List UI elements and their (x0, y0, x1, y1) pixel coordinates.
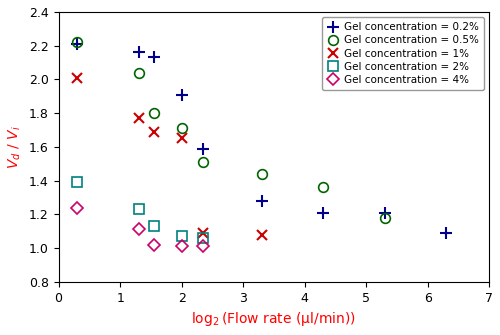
Gel concentration = 0.2% (258, 199, 264, 203)
Gel concentration = 0.2% (136, 50, 141, 54)
Gel concentration = 2% (151, 224, 157, 228)
Gel concentration = 0.2% (178, 92, 184, 96)
Line: Gel concentration = 0.5%: Gel concentration = 0.5% (72, 38, 390, 222)
Gel concentration = 2% (178, 234, 184, 238)
Gel concentration = 1% (136, 116, 141, 120)
Gel concentration = 4% (74, 206, 80, 210)
Gel concentration = 1% (200, 231, 206, 235)
Gel concentration = 0.5% (200, 160, 206, 164)
Gel concentration = 4% (200, 244, 206, 248)
Y-axis label: $V_d\ /\ V_i$: $V_d\ /\ V_i$ (7, 125, 24, 169)
Gel concentration = 0.2% (200, 146, 206, 150)
Gel concentration = 1% (178, 136, 184, 140)
Gel concentration = 4% (136, 227, 141, 231)
Gel concentration = 2% (74, 180, 80, 184)
Line: Gel concentration = 1%: Gel concentration = 1% (72, 73, 266, 240)
Gel concentration = 0.5% (320, 185, 326, 189)
Gel concentration = 0.5% (74, 40, 80, 44)
Gel concentration = 0.2% (151, 56, 157, 60)
Gel concentration = 0.5% (136, 71, 141, 75)
Gel concentration = 0.2% (443, 231, 449, 235)
Gel concentration = 0.5% (151, 111, 157, 115)
Gel concentration = 0.5% (258, 172, 264, 176)
X-axis label: $\log_2(\mathrm{Flow\ rate\ (\mu l/min)})$: $\log_2(\mathrm{Flow\ rate\ (\mu l/min)}… (192, 310, 356, 328)
Gel concentration = 0.2% (320, 211, 326, 215)
Line: Gel concentration = 2%: Gel concentration = 2% (72, 178, 208, 243)
Gel concentration = 1% (74, 76, 80, 80)
Line: Gel concentration = 4%: Gel concentration = 4% (73, 203, 208, 251)
Gel concentration = 4% (151, 243, 157, 247)
Legend: Gel concentration = 0.2%, Gel concentration = 0.5%, Gel concentration = 1%, Gel : Gel concentration = 0.2%, Gel concentrat… (322, 17, 484, 90)
Gel concentration = 1% (151, 130, 157, 134)
Gel concentration = 0.2% (382, 211, 388, 215)
Gel concentration = 4% (178, 244, 184, 248)
Gel concentration = 2% (136, 207, 141, 211)
Gel concentration = 1% (258, 232, 264, 237)
Gel concentration = 0.5% (178, 126, 184, 130)
Line: Gel concentration = 0.2%: Gel concentration = 0.2% (72, 39, 452, 239)
Gel concentration = 0.2% (74, 42, 80, 46)
Gel concentration = 2% (200, 236, 206, 240)
Gel concentration = 0.5% (382, 216, 388, 220)
